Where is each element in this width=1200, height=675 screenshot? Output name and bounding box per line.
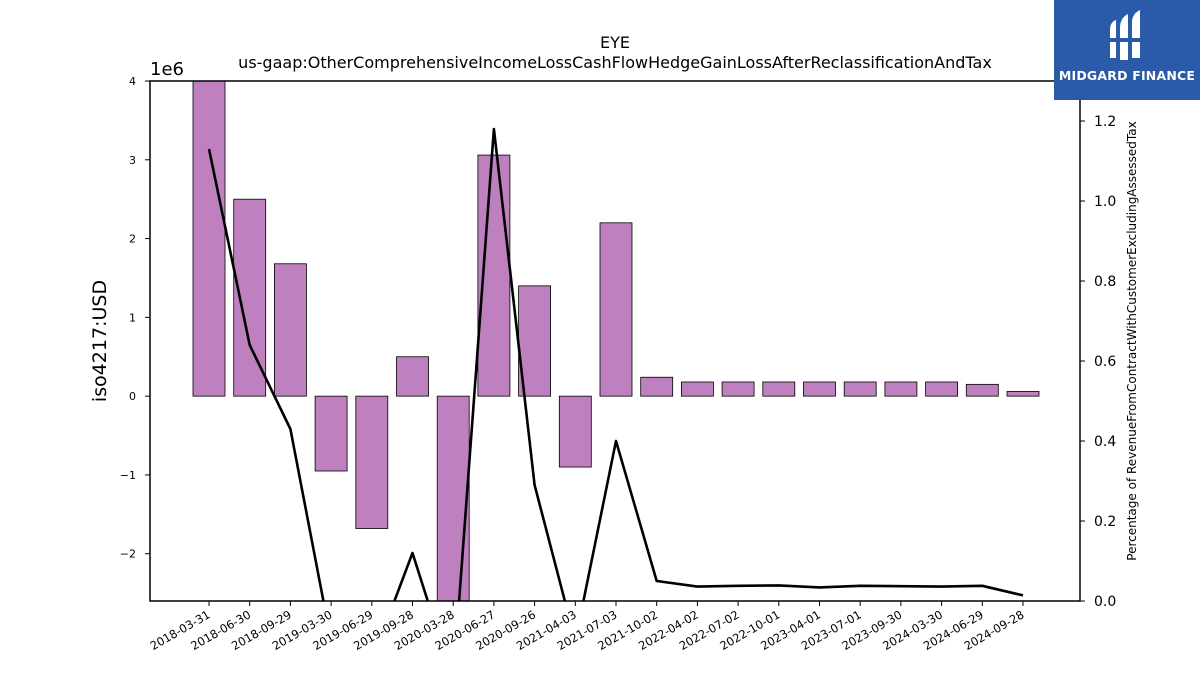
y2-tick-label: 0.8 (1094, 274, 1116, 290)
bar-2022-07-02 (721, 381, 755, 397)
brand-logo: MIDGARD FINANCE (1054, 0, 1200, 100)
y2-tick-label: 1.0 (1094, 194, 1116, 210)
y2-tick-label: 0.6 (1094, 354, 1116, 370)
y-tick-label: 3 (129, 154, 136, 167)
bar-2023-07-01 (843, 381, 877, 397)
bar-2020-09-26 (518, 285, 551, 397)
chart-subtitle: us-gaap:OtherComprehensiveIncomeLossCash… (238, 53, 992, 72)
bar-2018-09-29 (273, 263, 307, 397)
y2-tick-label: 1.2 (1094, 114, 1116, 130)
y-tick-label: 2 (129, 233, 136, 246)
y2-tick-label: 0.0 (1094, 594, 1116, 610)
revenue-percentage-line (207, 127, 1024, 601)
y-axis-label: iso4217:USD (89, 280, 111, 402)
y-multiplier-label: 1e6 (150, 59, 184, 80)
y-tick-label: 4 (129, 75, 136, 88)
bar-2024-09-28 (1006, 391, 1040, 397)
bar-2020-03-28 (436, 395, 470, 601)
bar-2024-06-29 (965, 383, 999, 397)
bar-2022-10-01 (762, 381, 796, 397)
bar-2023-09-30 (884, 381, 918, 397)
y2-axis-label: Percentage of RevenueFromContractWithCus… (1125, 121, 1139, 560)
bar-2022-04-02 (681, 381, 714, 397)
y-tick-label: 0 (129, 390, 136, 403)
chart-title: EYE (600, 33, 630, 52)
bar-2021-04-03 (558, 395, 592, 468)
y2-tick-label: 0.2 (1094, 514, 1116, 530)
bar-2019-09-28 (396, 356, 429, 397)
y2-tick-label: 0.4 (1094, 434, 1116, 450)
bar-2021-10-02 (640, 376, 674, 397)
bar-2021-07-03 (599, 222, 633, 397)
bar-2019-03-30 (314, 395, 348, 472)
plot-frame (149, 80, 1081, 602)
y-tick-label: −2 (120, 548, 136, 561)
y-tick-label: 1 (129, 311, 136, 324)
bar-2019-06-29 (355, 395, 389, 529)
y-tick-label: −1 (120, 469, 136, 482)
bar-2024-03-30 (925, 381, 958, 397)
bar-2023-04-01 (803, 381, 836, 397)
midgard-logo-icon (1106, 10, 1146, 60)
bar-2018-03-31 (192, 81, 226, 397)
logo-text: MIDGARD FINANCE (1058, 68, 1196, 83)
